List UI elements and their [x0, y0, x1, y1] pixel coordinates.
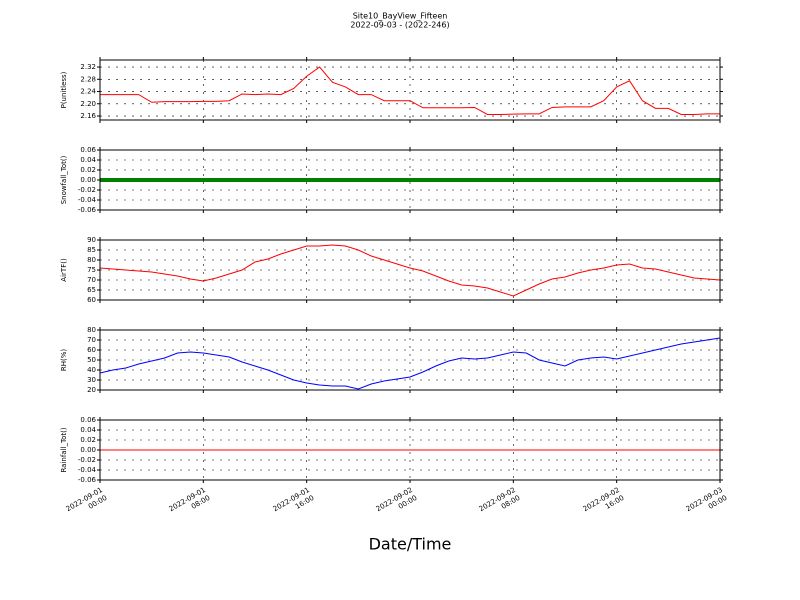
y-tick-label: 70 — [87, 336, 96, 344]
y-tick-label: 0.06 — [80, 146, 96, 154]
plot-frame — [99, 59, 721, 121]
y-tick-label: 80 — [87, 326, 96, 334]
y-tick-label: 0.04 — [80, 426, 96, 434]
y-tick-label: 2.16 — [80, 112, 96, 120]
plot-frame — [99, 239, 721, 301]
chart-title: Site10_BayView_Fifteen — [353, 12, 448, 21]
y-tick-label: 2.32 — [80, 63, 96, 71]
y-tick-label: 0.06 — [80, 416, 96, 424]
y-tick-label: 0.04 — [80, 156, 96, 164]
y-tick-label: 0.00 — [80, 446, 96, 454]
y-tick-label: 60 — [87, 296, 96, 304]
plot-frame — [99, 149, 721, 211]
y-tick-label: -0.06 — [78, 206, 97, 214]
data-line — [99, 244, 721, 297]
chart-subtitle: 2022-09-03 - (2022-246) — [350, 21, 449, 30]
y-tick-label: -0.02 — [78, 456, 96, 464]
y-tick-label: 30 — [87, 376, 96, 384]
y-tick-label: 20 — [87, 386, 96, 394]
y-tick-label: 90 — [87, 236, 96, 244]
y-tick-label: 80 — [87, 256, 96, 264]
x-axis-label: Date/Time — [369, 535, 452, 554]
data-line — [100, 66, 720, 115]
y-tick-label: -0.02 — [78, 186, 96, 194]
y-tick-label: 0.00 — [80, 176, 96, 184]
y-tick-label: 70 — [87, 276, 96, 284]
y-tick-label: -0.04 — [78, 196, 97, 204]
y-axis-label: RH(%) — [60, 349, 68, 372]
y-tick-label: 50 — [87, 356, 96, 364]
y-axis-label: P(unitless) — [60, 71, 68, 108]
data-line — [99, 337, 721, 390]
y-axis-label: AirTF() — [60, 258, 68, 282]
y-tick-label: 60 — [87, 346, 96, 354]
y-tick-label: 85 — [87, 246, 96, 254]
y-tick-label: 0.02 — [80, 166, 96, 174]
y-tick-label: 75 — [87, 266, 96, 274]
y-tick-label: 40 — [87, 366, 96, 374]
y-tick-label: 2.24 — [80, 88, 96, 96]
y-tick-label: 65 — [87, 286, 96, 294]
y-tick-label: -0.04 — [78, 466, 97, 474]
y-axis-label: Rainfall_Tot() — [60, 427, 68, 472]
y-tick-label: 0.02 — [80, 436, 96, 444]
plot-frame — [99, 329, 721, 391]
y-tick-label: 2.20 — [80, 100, 96, 108]
y-axis-label: Snowfall_Tot() — [60, 155, 68, 204]
y-tick-label: -0.06 — [78, 476, 97, 484]
plot-frame — [99, 419, 721, 481]
y-tick-label: 2.28 — [80, 75, 96, 83]
